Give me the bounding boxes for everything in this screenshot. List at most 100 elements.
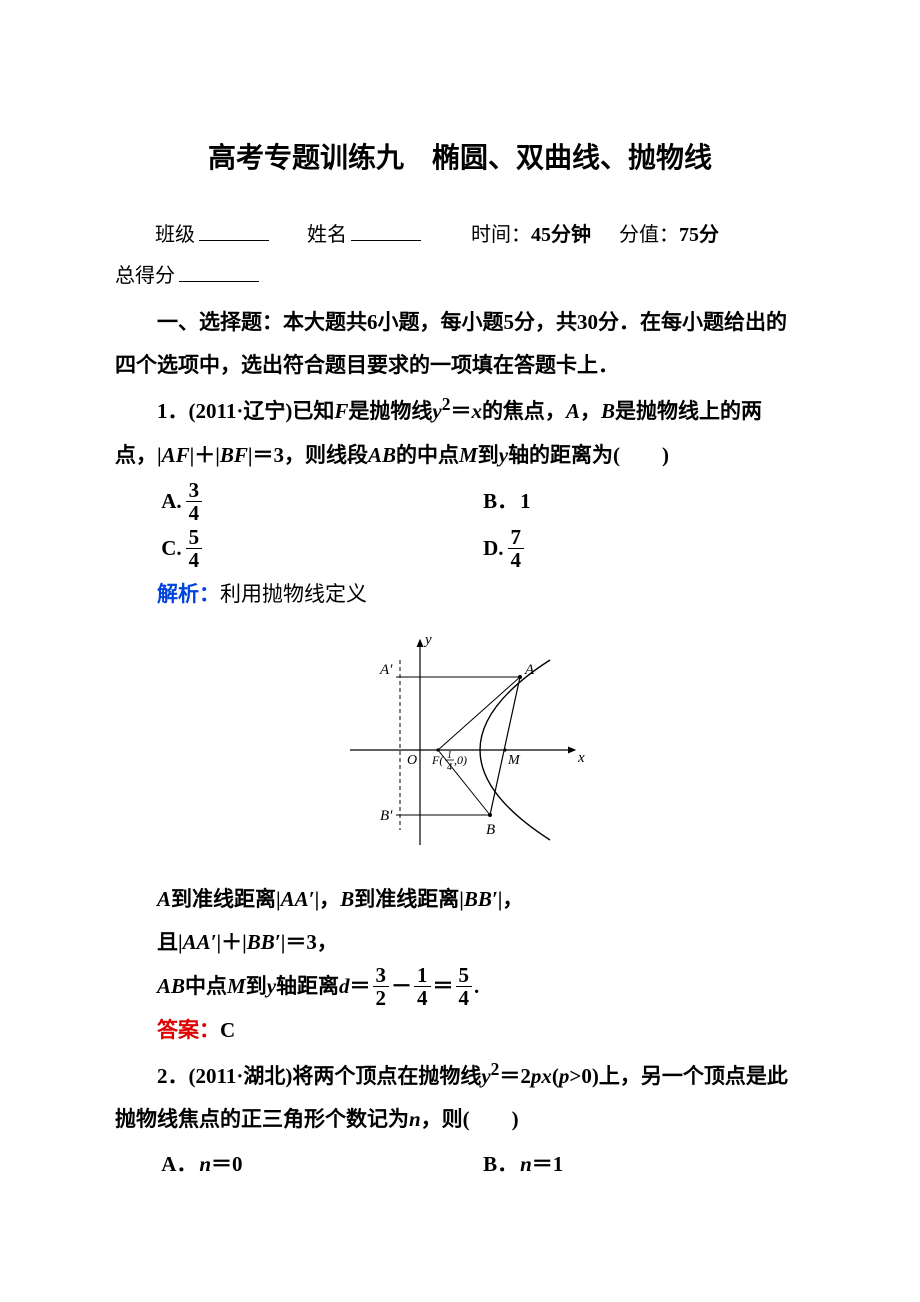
q2-B-val: ＝1 bbox=[532, 1143, 564, 1186]
l4-AB: AB bbox=[157, 965, 185, 1008]
q2-opt-B: B．n＝1 bbox=[483, 1143, 805, 1186]
q2-opt-A: A．n＝0 bbox=[161, 1143, 483, 1186]
q1-t3: 的焦点， bbox=[482, 399, 566, 423]
l4-eq1: ＝ bbox=[350, 965, 371, 1008]
q2-A-label: A． bbox=[161, 1143, 197, 1186]
q2-gt: >0) bbox=[569, 1064, 598, 1088]
time-value: 45分钟 bbox=[531, 224, 591, 246]
l4-c: 轴距离 bbox=[276, 965, 339, 1008]
q2-n: n bbox=[409, 1107, 421, 1131]
q1-M: M bbox=[459, 443, 478, 467]
q1-t6: |＝3，则线段 bbox=[248, 443, 368, 467]
q1-A-den: 4 bbox=[186, 502, 203, 524]
l3-a: 且| bbox=[157, 930, 183, 954]
q1-A: A bbox=[566, 399, 580, 423]
q1-AB: AB bbox=[368, 443, 396, 467]
section-1-heading: 一、选择题：本大题共6小题，每小题5分，共30分．在每小题给出的四个选项中，选出… bbox=[115, 301, 805, 387]
meta-row: 班级 姓名 时间：45分钟 分值：75分 bbox=[115, 215, 805, 256]
l4-b: 到 bbox=[246, 965, 267, 1008]
q1-opt-B: B．1 bbox=[483, 479, 805, 524]
q1-stem: 1．(2011·辽宁)已知F是抛物线y2＝x的焦点，A，B是抛物线上的两点，|A… bbox=[115, 387, 805, 476]
q2-B-var: n bbox=[520, 1143, 532, 1186]
l4-f2: 14 bbox=[414, 964, 431, 1009]
l2-A: A bbox=[157, 887, 171, 911]
q1-answer: 答案：C bbox=[115, 1009, 805, 1052]
l2-e2: |， bbox=[498, 887, 524, 911]
q2-pl: ( bbox=[552, 1064, 559, 1088]
q2-B-label: B． bbox=[483, 1143, 518, 1186]
q1-analysis: 解析：利用抛物线定义 bbox=[115, 573, 805, 616]
fig-M-label: M bbox=[507, 753, 521, 768]
answer-value: C bbox=[220, 1018, 235, 1042]
total-label: 总得分 bbox=[115, 265, 175, 287]
q1-line3: 且|AA′|＋|BB′|＝3， bbox=[115, 921, 805, 964]
fig-A-label: A bbox=[524, 662, 535, 678]
q1-A-label: A. bbox=[161, 480, 181, 523]
q1-yaxis: y bbox=[499, 443, 508, 467]
q1-A-frac: 34 bbox=[186, 479, 203, 524]
q1-t5: |＋| bbox=[190, 443, 220, 467]
l4-f1: 32 bbox=[373, 964, 390, 1009]
fig-F-pre: F( bbox=[431, 753, 444, 767]
l2-AAp: AA′ bbox=[281, 887, 315, 911]
q1-B-val: 1 bbox=[520, 480, 531, 523]
q1-figure: y x O A A′ B B′ M F( 1 4 ,0) bbox=[115, 630, 805, 860]
score-label: 分值： bbox=[619, 224, 679, 246]
name-blank bbox=[351, 219, 421, 241]
l4-minus: － bbox=[391, 965, 412, 1008]
fig-F-den: 4 bbox=[447, 762, 452, 773]
name-label: 姓名 bbox=[307, 224, 347, 246]
q1-C-frac: 54 bbox=[186, 526, 203, 571]
fig-F-post: ,0) bbox=[454, 753, 467, 767]
fig-Bp-label: B′ bbox=[380, 808, 393, 824]
q1-line4: AB中点M到y轴距离d＝ 32 － 14 ＝ 54 . bbox=[115, 964, 805, 1009]
q1-BF: BF bbox=[220, 443, 248, 467]
q2-y: y bbox=[481, 1064, 490, 1088]
q1-opt-C: C. 54 bbox=[161, 526, 483, 571]
l2-b: 到准线距离| bbox=[354, 887, 464, 911]
l4-M: M bbox=[227, 965, 246, 1008]
q2-A-var: n bbox=[199, 1143, 211, 1186]
l3-AAp: AA′ bbox=[183, 930, 217, 954]
l3-b: |＋| bbox=[217, 930, 247, 954]
q2-A-val: ＝0 bbox=[211, 1143, 243, 1186]
l3-c: |＝3， bbox=[281, 930, 338, 954]
fig-y-label: y bbox=[423, 632, 432, 648]
q1-C-den: 4 bbox=[186, 549, 203, 571]
q1-C-num: 5 bbox=[186, 526, 203, 549]
q1-t8: 到 bbox=[478, 443, 499, 467]
answer-label: 答案： bbox=[157, 1018, 220, 1042]
q2-px: px bbox=[531, 1064, 552, 1088]
q1-D-num: 7 bbox=[508, 526, 525, 549]
l4-f3d: 4 bbox=[456, 987, 473, 1009]
l4-f3n: 5 bbox=[456, 964, 473, 987]
l4-f2d: 4 bbox=[414, 987, 431, 1009]
fig-B-label: B bbox=[486, 822, 495, 838]
q1-options-row2: C. 54 D. 74 bbox=[161, 526, 805, 571]
l4-f3: 54 bbox=[456, 964, 473, 1009]
l4-eq2: ＝ bbox=[433, 965, 454, 1008]
q1-D-den: 4 bbox=[508, 549, 525, 571]
class-blank bbox=[199, 219, 269, 241]
page-title: 高考专题训练九 椭圆、双曲线、抛物线 bbox=[115, 130, 805, 187]
q1-F: F bbox=[334, 399, 348, 423]
l2-a: 到准线距离| bbox=[171, 887, 281, 911]
q1-opt-D: D. 74 bbox=[483, 526, 805, 571]
q1-t9: 轴的距离为( ) bbox=[508, 443, 669, 467]
q1-opt-A: A. 34 bbox=[161, 479, 483, 524]
q2-mid: ＝2 bbox=[499, 1064, 531, 1088]
q1-D-frac: 74 bbox=[508, 526, 525, 571]
fig-O-label: O bbox=[407, 753, 417, 768]
total-row: 总得分 bbox=[115, 256, 805, 297]
total-blank bbox=[179, 260, 259, 282]
q2-t3: ，则( ) bbox=[421, 1107, 519, 1131]
q1-line2: A到准线距离|AA′|，B到准线距离|BB′|， bbox=[115, 878, 805, 921]
l2-e1: |， bbox=[315, 887, 341, 911]
score-value: 75分 bbox=[679, 224, 719, 246]
q1-t2: 是抛物线 bbox=[348, 399, 432, 423]
q1-A-num: 3 bbox=[186, 479, 203, 502]
q1-x: x bbox=[471, 399, 482, 423]
fig-F-num: 1 bbox=[447, 750, 452, 761]
q1-B-label: B． bbox=[483, 480, 518, 523]
q2-p: p bbox=[559, 1064, 570, 1088]
